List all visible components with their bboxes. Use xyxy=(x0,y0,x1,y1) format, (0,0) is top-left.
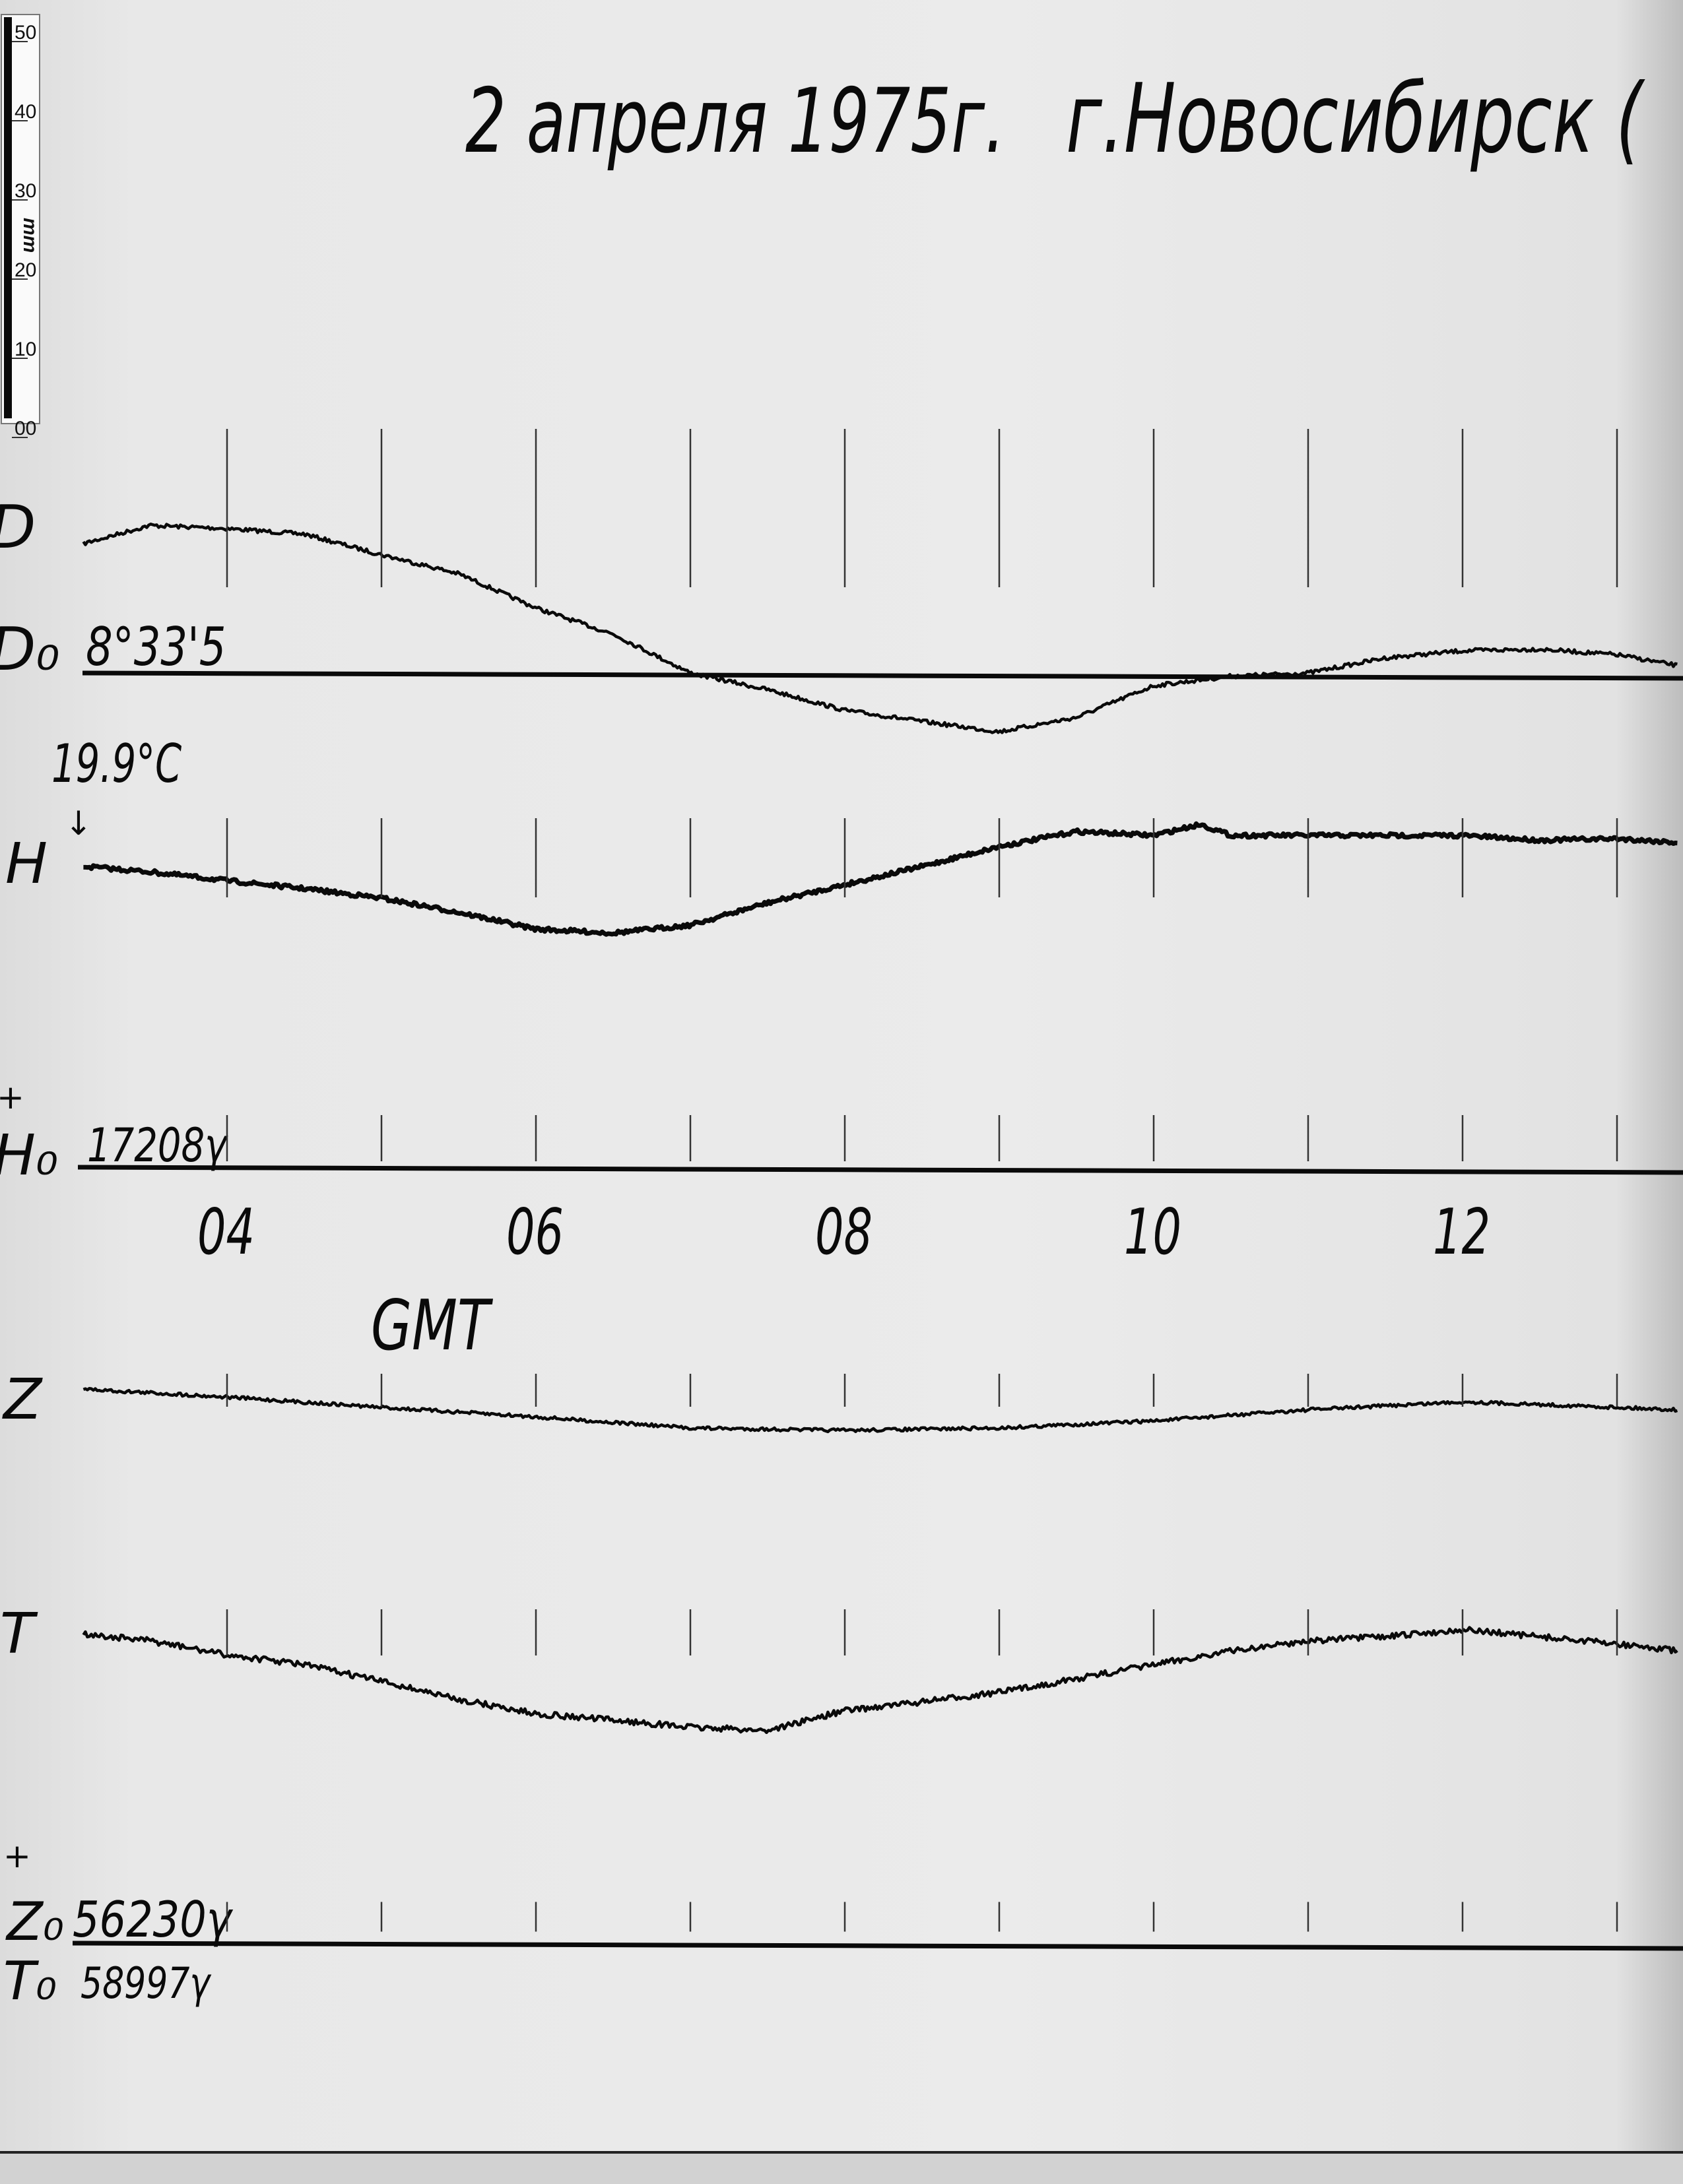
plus-H0: + xyxy=(0,1078,24,1116)
ruler-unit: mm xyxy=(19,218,41,253)
ruler-tick-label: 30 xyxy=(15,180,36,202)
label-Z: Z xyxy=(2,1367,43,1432)
trace-Z xyxy=(82,1386,1678,1434)
ruler-tick-label: 00 xyxy=(15,418,36,439)
trace-H xyxy=(82,821,1678,937)
label-Z0: Z₀ xyxy=(5,1891,64,1952)
x-tick-label: 12 xyxy=(1433,1196,1490,1269)
x-tick-label: 06 xyxy=(506,1196,564,1269)
x-tick-label: 08 xyxy=(815,1196,873,1269)
ruler-tick-label: 20 xyxy=(15,259,36,281)
hour-marks xyxy=(226,429,1618,1932)
plus-Z0: + xyxy=(3,1837,31,1875)
x-tick-label: 04 xyxy=(197,1196,255,1269)
hour-tick-labels: 04 06 08 10 12 xyxy=(197,1196,1490,1269)
Z0-value: 56230γ xyxy=(73,1891,234,1948)
arrow-down-icon: ↓ xyxy=(65,804,92,843)
ruler-tick-label: 40 xyxy=(15,101,36,123)
title-place: г.Новосибирск ( xyxy=(1066,63,1645,175)
time-axis-label: GMT xyxy=(371,1285,494,1366)
label-D0: D₀ xyxy=(0,615,59,684)
trace-T xyxy=(82,1626,1678,1735)
label-H0: H₀ xyxy=(0,1123,58,1188)
trace-D xyxy=(82,522,1678,734)
traces xyxy=(82,522,1678,1735)
ruler-tick-label: 50 xyxy=(15,22,36,44)
baseline-H xyxy=(77,1165,1683,1175)
label-D: D xyxy=(0,493,36,562)
temperature-label: 19.9°C xyxy=(51,734,182,795)
baselines xyxy=(72,670,1683,1951)
label-H: H xyxy=(5,831,48,897)
mm-ruler: 50 40 30 20 10 00 mm xyxy=(1,14,41,439)
ruler-tick-label: 10 xyxy=(15,338,36,360)
title-date: 2 апреля 1975г. xyxy=(465,69,1005,173)
baseline-Z xyxy=(72,1941,1683,1951)
baseline-D xyxy=(82,670,1683,681)
T0-value: 58997γ xyxy=(81,1958,212,2008)
bottom-strip xyxy=(0,2154,1683,2184)
label-T0: T₀ xyxy=(3,1950,57,2012)
D0-value: 8°33'5 xyxy=(86,617,226,678)
label-T: T xyxy=(0,1601,38,1667)
x-tick-label: 10 xyxy=(1124,1196,1181,1269)
H0-value: 17208γ xyxy=(87,1118,228,1172)
